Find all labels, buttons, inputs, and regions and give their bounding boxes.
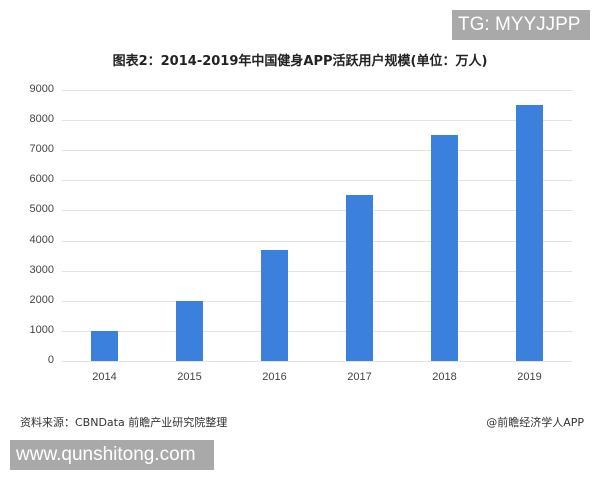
bar-2018 — [431, 135, 458, 361]
x-tick-label: 2016 — [262, 371, 287, 383]
watermark-tg: TG: MYYJJPP — [452, 10, 590, 40]
gridline — [62, 361, 572, 362]
y-tick-label: 9000 — [29, 83, 54, 95]
watermark-url: www.qunshitong.com — [10, 440, 214, 470]
gridline — [62, 120, 572, 122]
y-tick-label: 5000 — [29, 203, 54, 216]
gridline — [62, 300, 572, 302]
y-tick-label: 4000 — [29, 233, 54, 246]
y-tick-label: 3000 — [29, 263, 54, 276]
y-tick-label: 8000 — [29, 113, 54, 126]
bar-2016 — [261, 249, 288, 361]
y-tick-label: 0 — [47, 354, 54, 366]
gridline — [62, 180, 572, 182]
y-tick-label: 2000 — [29, 293, 54, 306]
credit-note: @前瞻经济学人APP — [486, 416, 584, 429]
gridline — [62, 150, 572, 152]
x-tick-label: 2019 — [517, 371, 542, 383]
y-tick-label: 6000 — [29, 173, 54, 186]
chart-title: 图表2：2014-2019年中国健身APP活跃用户规模(单位：万人) — [112, 54, 488, 69]
gridline — [62, 240, 572, 242]
bar-2017 — [346, 195, 373, 361]
gridline — [62, 210, 572, 212]
bar-2015 — [176, 300, 203, 361]
x-tick-label: 2014 — [92, 371, 117, 383]
x-tick-label: 2017 — [347, 371, 372, 383]
source-note: 资料来源：CBNData 前瞻产业研究院整理 — [20, 416, 228, 429]
y-tick-label: 1000 — [29, 323, 54, 336]
x-tick-label: 2018 — [432, 371, 457, 383]
bar-2019 — [516, 105, 543, 361]
gridline — [62, 330, 572, 332]
plot-area — [62, 90, 572, 362]
y-tick-label: 7000 — [29, 143, 54, 156]
gridline — [62, 270, 572, 272]
x-tick-label: 2015 — [177, 371, 202, 383]
gridline — [62, 90, 572, 91]
bar-2014 — [91, 330, 118, 361]
